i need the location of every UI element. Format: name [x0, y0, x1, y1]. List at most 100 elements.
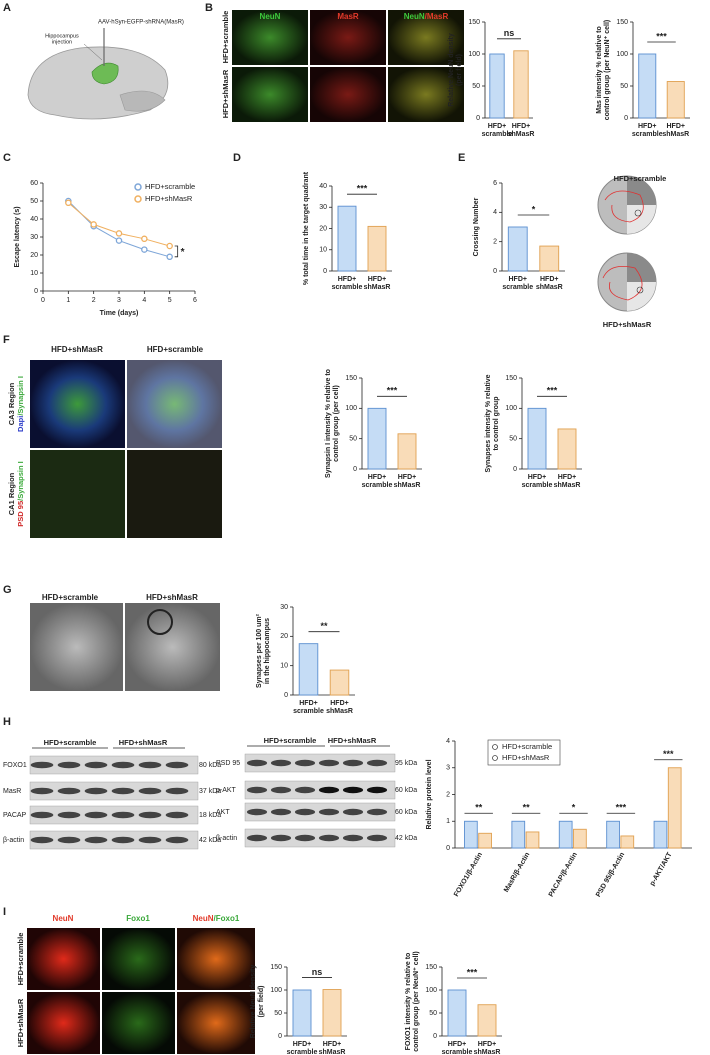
stain-part: /Synapsin I [16, 376, 25, 416]
blot-band [294, 786, 316, 794]
vector-label: AAV-hSyn-EGFP-shRNA(MasR) [98, 20, 184, 26]
y-tick-label: 20 [30, 252, 38, 259]
blot-band [246, 786, 268, 794]
column-label: Foxo1 [126, 914, 150, 923]
blot-band [294, 808, 316, 816]
x-axis-label: Time (days) [100, 310, 139, 317]
x-tick-label: HFD+ [558, 474, 576, 481]
row-label: Dapi/Synapsin I [16, 376, 25, 432]
y-tick-label: 10 [280, 663, 288, 670]
x-tick-label: shMasR [554, 482, 581, 489]
significance: *** [616, 803, 627, 813]
significance: *** [467, 967, 478, 977]
significance: * [572, 803, 576, 813]
x-tick-label: HFD+ [368, 474, 386, 481]
panel-label: C [3, 152, 11, 164]
bar [337, 205, 357, 272]
significance: ns [504, 28, 515, 38]
micrographs-f [30, 360, 222, 538]
x-tick-label: HFD+ [398, 474, 416, 481]
blot-band [138, 811, 162, 819]
brain-schematic [27, 28, 169, 120]
column-label: NeuN/MasR [404, 12, 449, 21]
x-tick-label: scramble [502, 284, 533, 291]
column-label: NeuN [53, 914, 74, 923]
significance: * [181, 247, 185, 258]
legend-marker [134, 195, 142, 203]
blot-band [84, 811, 108, 819]
blot-band [138, 761, 162, 769]
y-tick-label: 30 [280, 604, 288, 611]
y-tick-label: 30 [30, 234, 38, 241]
blot-band [57, 811, 81, 819]
x-tick-label: HFD+ [667, 123, 685, 130]
y-tick-label: 50 [274, 1010, 282, 1017]
significance: *** [656, 31, 667, 41]
y-axis-label: (per field) [258, 986, 265, 1018]
x-tick-label: scramble [287, 1049, 318, 1055]
x-tick-label: scramble [293, 708, 324, 715]
x-tick-label: 4 [142, 297, 146, 304]
x-tick-label: 3 [117, 297, 121, 304]
legend-label: HFD+shMasR [145, 194, 193, 203]
bar [525, 831, 540, 849]
y-axis-label: Relative NeuN density [250, 965, 257, 1039]
y-tick-label: 50 [620, 83, 628, 90]
y-axis-label: control group (per NeuN⁺ cell) [604, 20, 611, 121]
y-tick-label: 150 [345, 375, 357, 382]
column-label: HFD+scramble [147, 345, 204, 354]
y-tick-label: 0 [284, 692, 288, 699]
y-tick-label: 0 [446, 845, 450, 852]
significance-bracket [174, 245, 179, 258]
bar [557, 428, 577, 470]
y-tick-label: 2 [493, 239, 497, 246]
blot-band [165, 787, 189, 795]
bar [507, 226, 528, 272]
y-tick-label: 150 [425, 964, 437, 971]
x-tick-label: HFD+ [509, 276, 527, 283]
point [166, 242, 173, 250]
y-tick-label: 50 [349, 436, 357, 443]
bar [527, 407, 547, 470]
line-chart: 0 10 20 30 40 50 60 Escape latency (s) 0 1 2 3 4 5 6 Ti… [14, 180, 197, 317]
significance: *** [547, 386, 558, 396]
blot-band [84, 787, 108, 795]
y-axis-label: % total time in the target quadrant [303, 171, 310, 285]
blot-band [294, 834, 316, 842]
y-tick-label: 10 [319, 247, 327, 254]
x-tick-label: scramble [332, 284, 363, 291]
size-label: 80 kDa [199, 762, 221, 769]
bar-chart: 0 10 20 30 40 % total time in the target quad… [303, 171, 392, 291]
y-tick-label: 0 [624, 115, 628, 122]
blot-band [138, 787, 162, 795]
blot-band [111, 836, 135, 844]
x-tick-label: HFD+ [299, 700, 317, 707]
y-tick-label: 20 [319, 225, 327, 232]
blot-band [270, 759, 292, 767]
blot-band [294, 759, 316, 767]
significance: ** [320, 621, 328, 631]
y-tick-label: 40 [30, 216, 38, 223]
bar [489, 53, 505, 119]
x-tick-label: 2 [92, 297, 96, 304]
point [115, 230, 123, 237]
protein-label: β-actin [216, 835, 237, 842]
x-tick-label: HFD+ [638, 123, 656, 130]
row-label: CA3 Region [7, 382, 16, 425]
legend-box [487, 739, 561, 766]
legend-marker [492, 755, 498, 761]
injection-label: injection [52, 39, 72, 45]
significance: *** [357, 184, 368, 194]
x-tick-label: 1 [66, 297, 70, 304]
merge-part: /MasR [425, 12, 449, 21]
merge-part: NeuN [193, 914, 214, 923]
blot-band [165, 761, 189, 769]
x-tick-label: scramble [632, 131, 663, 138]
size-label: 37 kDa [199, 788, 221, 795]
blot-band [111, 811, 135, 819]
y-axis-label: control group (per NeuN⁺ cell) [413, 951, 420, 1052]
y-tick-label: 0 [353, 466, 357, 473]
blot-band [111, 761, 135, 769]
y-axis-label: (per field) [456, 54, 463, 86]
blot-band [366, 786, 388, 794]
